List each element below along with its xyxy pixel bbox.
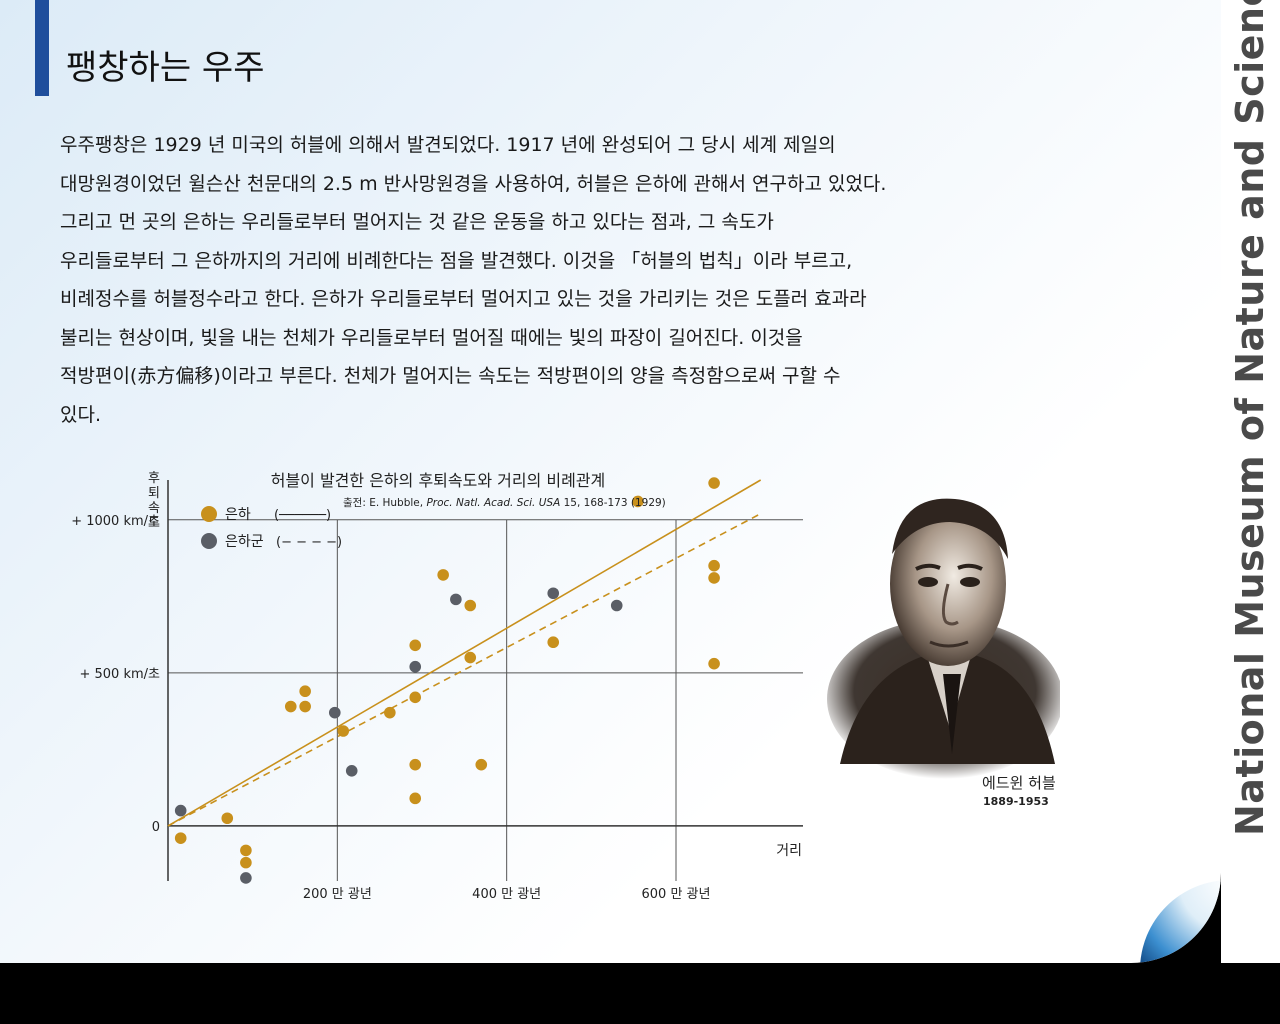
galaxy-point [475, 758, 488, 771]
y-axis-label-char: 후 [148, 471, 160, 486]
y-tick-label: + 500 km/초 [79, 667, 160, 682]
hubble-portrait [827, 498, 1060, 779]
galaxy-point [409, 691, 422, 704]
data-points [174, 477, 720, 884]
galaxy-point [708, 477, 720, 489]
source-prefix: 출전: E. Hubble, [343, 497, 426, 509]
galaxy-point [240, 844, 252, 857]
y-tick-label: + 1000 km/초 [71, 514, 160, 529]
gridlines [168, 519, 803, 881]
axes [167, 480, 803, 881]
tick-labels: 0 + 500 km/초 + 1000 km/초 200 만 광년 400 만 광년 60… [71, 514, 710, 902]
galaxy-fit-line [167, 479, 762, 827]
chart-title: 허블이 발견한 은하의 후퇴속도와 거리의 비례관계 [271, 471, 606, 490]
chart-source: 출전: E. Hubble, Proc. Natl. Acad. Sci. US… [343, 497, 666, 509]
page-title: 팽창하는 우주 [66, 48, 265, 88]
y-axis-label-char: 속 [148, 501, 160, 516]
x-tick-label: 200 만 광년 [303, 887, 372, 902]
body-line: 불리는 현상이며, 빛을 내는 천체가 우리들로부터 멀어질 때에는 빛의 파장… [60, 326, 803, 349]
slide-page [0, 0, 1221, 963]
legend-galaxy-marker [201, 506, 217, 522]
galaxy-point [337, 725, 350, 737]
legend: 은하 (──────) 은하군 (− − − −) [201, 506, 342, 550]
galaxy-point [240, 856, 252, 869]
galaxy-point [284, 700, 297, 713]
body-line: 우주팽창은 1929 년 미국의 허블에 의해서 발견되었다. 1917 년에 … [60, 134, 836, 156]
body-text: 우주팽창은 1929 년 미국의 허블에 의해서 발견되었다. 1917 년에 … [60, 126, 1180, 434]
galaxy-point [299, 700, 311, 713]
y-axis-label-char: 퇴 [148, 486, 160, 501]
galaxy-point [632, 495, 644, 508]
y-tick-label: 0 [152, 820, 160, 835]
cluster-point [174, 804, 187, 817]
galaxy-point [708, 657, 720, 670]
galaxy-point [299, 685, 311, 698]
cluster-point [450, 593, 462, 606]
galaxy-point [708, 559, 720, 572]
fit-lines [167, 479, 762, 827]
legend-cluster-label: 은하군 [225, 534, 264, 550]
cluster-point [547, 587, 560, 600]
galaxy-point [409, 792, 422, 805]
x-tick-label: 600 만 광년 [642, 887, 711, 902]
legend-galaxy-line: (──────) [274, 508, 331, 523]
sidebar-museum-name: National Museum of Nature and Science [1228, 0, 1272, 836]
galaxy-point [547, 636, 560, 649]
galaxy-point [708, 572, 720, 584]
y-axis-label-char: 도 [148, 516, 160, 531]
x-tick-label: 400 만 광년 [472, 887, 541, 902]
sidebar [1221, 0, 1280, 963]
cluster-point [610, 599, 623, 612]
page-curl [1140, 880, 1221, 963]
portrait-years: 1889-1953 [983, 795, 1049, 808]
body-line: 대망원경이었던 윌슨산 천문대의 2.5 m 반사망원경을 사용하여, 허블은 … [60, 172, 887, 195]
galaxy-point [437, 569, 449, 581]
galaxy-point [174, 832, 187, 844]
body-line: 적방편이(赤方偏移)이라고 부른다. 천체가 멀어지는 속도는 적방편이의 양을… [60, 365, 841, 387]
galaxy-point [409, 639, 422, 652]
x-axis-label: 거리 [776, 843, 802, 859]
body-line: 있다. [60, 403, 101, 426]
legend-cluster-line: (− − − −) [276, 535, 342, 550]
legend-galaxy-label: 은하 [225, 507, 251, 523]
portrait-name: 에드윈 허블 [982, 774, 1056, 792]
cluster-point [328, 706, 341, 719]
galaxy-point [384, 706, 396, 719]
galaxy-point [409, 758, 422, 771]
title-accent-bar [35, 0, 49, 96]
body-line: 우리들로부터 그 은하까지의 거리에 비례한다는 점을 발견했다. 이것을 「허… [60, 249, 853, 272]
body-line: 비례정수를 허블정수라고 한다. 은하가 우리들로부터 멀어지고 있는 것을 가… [60, 288, 867, 310]
source-suffix: 15, 168-173 (1929) [560, 497, 666, 509]
cluster-fit-line [167, 512, 762, 827]
body-line: 그리고 먼 곳의 은하는 우리들로부터 멀어지는 것 같은 운동을 하고 있다는… [60, 211, 774, 233]
cluster-point [345, 765, 358, 777]
galaxy-point [221, 812, 234, 825]
cluster-point [409, 660, 422, 673]
source-journal: Proc. Natl. Acad. Sci. USA [426, 497, 560, 509]
galaxy-point [464, 651, 477, 664]
legend-cluster-marker [201, 533, 217, 549]
cluster-point [240, 872, 252, 884]
hubble-scatter-chart: 0 + 500 km/초 + 1000 km/초 200 만 광년 400 만 광년 60… [71, 471, 803, 902]
galaxy-point [464, 599, 477, 612]
